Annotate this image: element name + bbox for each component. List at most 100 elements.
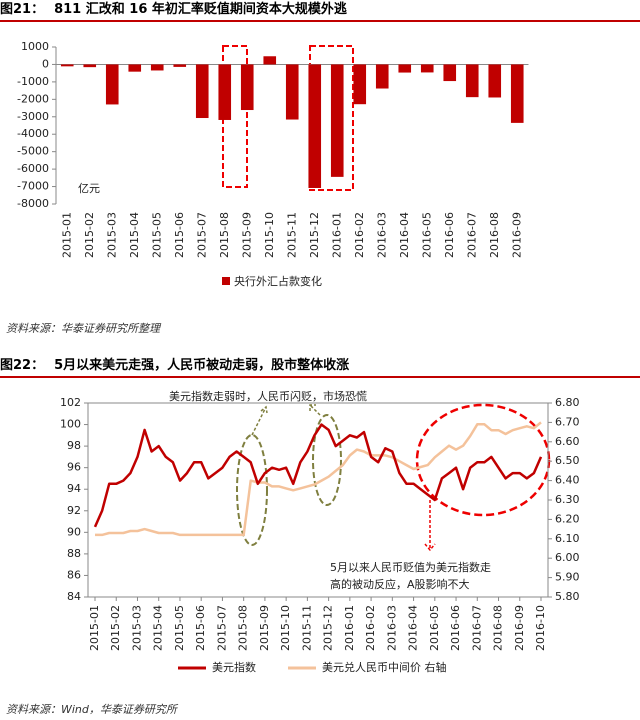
y-tick-label: -1000 [17, 75, 49, 88]
highlight-box [222, 45, 248, 188]
x-tick-label: 2016-09 [510, 212, 523, 258]
y-tick-label: 1000 [21, 40, 49, 53]
source: 资料来源：Wind，华泰证券研究所 [6, 703, 177, 716]
bar [60, 64, 74, 67]
x-tick-label: 2015-04 [128, 212, 141, 258]
x-tick-label: 2016-04 [398, 212, 411, 258]
figure-header: 图22： 5月以来美元走强，人民币被动走弱，股市整体收涨 [0, 356, 640, 378]
legend-label: 央行外汇占款变化 [234, 274, 322, 288]
y2-tick-label: 6.60 [555, 435, 580, 448]
bar [308, 64, 322, 188]
y2-tick-label: 6.10 [555, 532, 580, 545]
y-tick-label: 96 [67, 461, 81, 474]
x-tick-label: 2015-10 [279, 605, 292, 651]
y-tick-label: -2000 [17, 92, 49, 105]
y-tick-label: 102 [60, 396, 81, 409]
x-tick-label: 2016-07 [470, 605, 483, 651]
x-tick-label: 2016-06 [449, 605, 462, 651]
arrow [424, 500, 436, 552]
x-tick-label: 2016-06 [443, 212, 456, 258]
y2-tick-label: 6.00 [555, 551, 580, 564]
x-tick-label: 2016-03 [375, 212, 388, 258]
y-tick-label: 94 [67, 482, 81, 495]
bar [398, 64, 412, 73]
x-tick-label: 2015-01 [88, 605, 101, 651]
legend-swatch [222, 277, 230, 285]
x-tick-label: 2016-01 [343, 605, 356, 651]
x-tick-label: 2016-09 [513, 605, 526, 651]
bar [465, 64, 479, 98]
bar [173, 64, 187, 67]
y2-tick-label: 6.40 [555, 474, 580, 487]
x-tick-label: 2016-03 [385, 605, 398, 651]
x-tick-label: 2015-11 [300, 605, 313, 651]
y-tick-label: 88 [67, 547, 81, 560]
y-tick-label: -3000 [17, 110, 49, 123]
figure-label: 图22： [0, 358, 45, 373]
x-tick-label: 2015-11 [285, 212, 298, 258]
y-tick-label: -5000 [17, 145, 49, 158]
y-tick-label: -4000 [17, 127, 49, 140]
bar [330, 64, 344, 177]
y2-tick-label: 6.50 [555, 454, 580, 467]
x-tick-label: 2015-09 [240, 212, 253, 258]
x-tick-label: 2015-08 [218, 212, 231, 258]
x-tick-label: 2015-06 [173, 212, 186, 258]
x-tick-label: 2015-06 [194, 605, 207, 651]
x-tick-label: 2015-09 [258, 605, 271, 651]
x-tick-label: 2016-04 [407, 605, 420, 651]
annotation: 高的被动反应，A股影响不大 [330, 577, 470, 591]
figure-label: 图21： [0, 2, 45, 17]
x-tick-label: 2015-07 [195, 212, 208, 258]
y-tick-label: 86 [67, 568, 81, 581]
x-tick-label: 2016-05 [428, 605, 441, 651]
bar [443, 64, 457, 82]
bar [420, 64, 434, 73]
y2-tick-label: 6.30 [555, 493, 580, 506]
y-tick-label: 0 [42, 57, 49, 70]
x-tick-label: 2015-02 [109, 605, 122, 651]
y-tick-label: -7000 [17, 180, 49, 193]
highlight-ellipse [312, 414, 342, 506]
x-tick-label: 2015-12 [322, 605, 335, 651]
annotation: 美元指数走弱时，人民币闪贬，市场恐慌 [169, 389, 367, 403]
x-tick-label: 2016-02 [353, 212, 366, 258]
highlight-ellipse [236, 434, 268, 546]
legend-label: 美元兑人民币中间价 右轴 [322, 660, 447, 674]
y2-tick-label: 6.80 [555, 396, 580, 409]
x-tick-label: 2015-02 [83, 212, 96, 258]
y2-tick-label: 6.70 [555, 415, 580, 428]
x-tick-label: 2016-01 [330, 212, 343, 258]
x-tick-label: 2016-05 [420, 212, 433, 258]
y-tick-label: 100 [60, 418, 81, 431]
x-tick-label: 2016-08 [492, 605, 505, 651]
x-tick-label: 2015-05 [150, 212, 163, 258]
line [95, 421, 542, 537]
x-tick-label: 2016-10 [534, 605, 547, 651]
bar [285, 64, 299, 120]
y-tick-label: -6000 [17, 162, 49, 175]
chart: 美元指数走弱时，人民币闪贬，市场恐慌 5月以来人民币贬值为美元指数走 高的被动反… [60, 389, 580, 674]
legend-label: 美元指数 [212, 660, 256, 674]
y2-tick-label: 6.20 [555, 512, 580, 525]
x-tick-label: 2016-02 [364, 605, 377, 651]
y-tick-label: 90 [67, 525, 81, 538]
unit-label: 亿元 [78, 182, 100, 195]
bar [488, 64, 502, 98]
bar [105, 64, 119, 105]
x-tick-label: 2015-08 [237, 605, 250, 651]
bar [128, 64, 142, 72]
bar [218, 64, 232, 120]
y2-tick-label: 5.90 [555, 571, 580, 584]
y-tick-label: 92 [67, 504, 81, 517]
x-tick-label: 2015-03 [130, 605, 143, 651]
line [93, 423, 543, 528]
x-tick-label: 2015-04 [152, 605, 165, 651]
source: 资料来源：华泰证券研究所整理 [6, 322, 160, 335]
y-tick-label: 98 [67, 439, 81, 452]
figure-header: 图21： 811 汇改和 16 年初汇率贬值期间资本大规模外逃 [0, 0, 640, 22]
figure-title: 811 汇改和 16 年初汇率贬值期间资本大规模外逃 [54, 2, 347, 17]
x-tick-label: 2015-10 [263, 212, 276, 258]
x-tick-label: 2015-03 [105, 212, 118, 258]
